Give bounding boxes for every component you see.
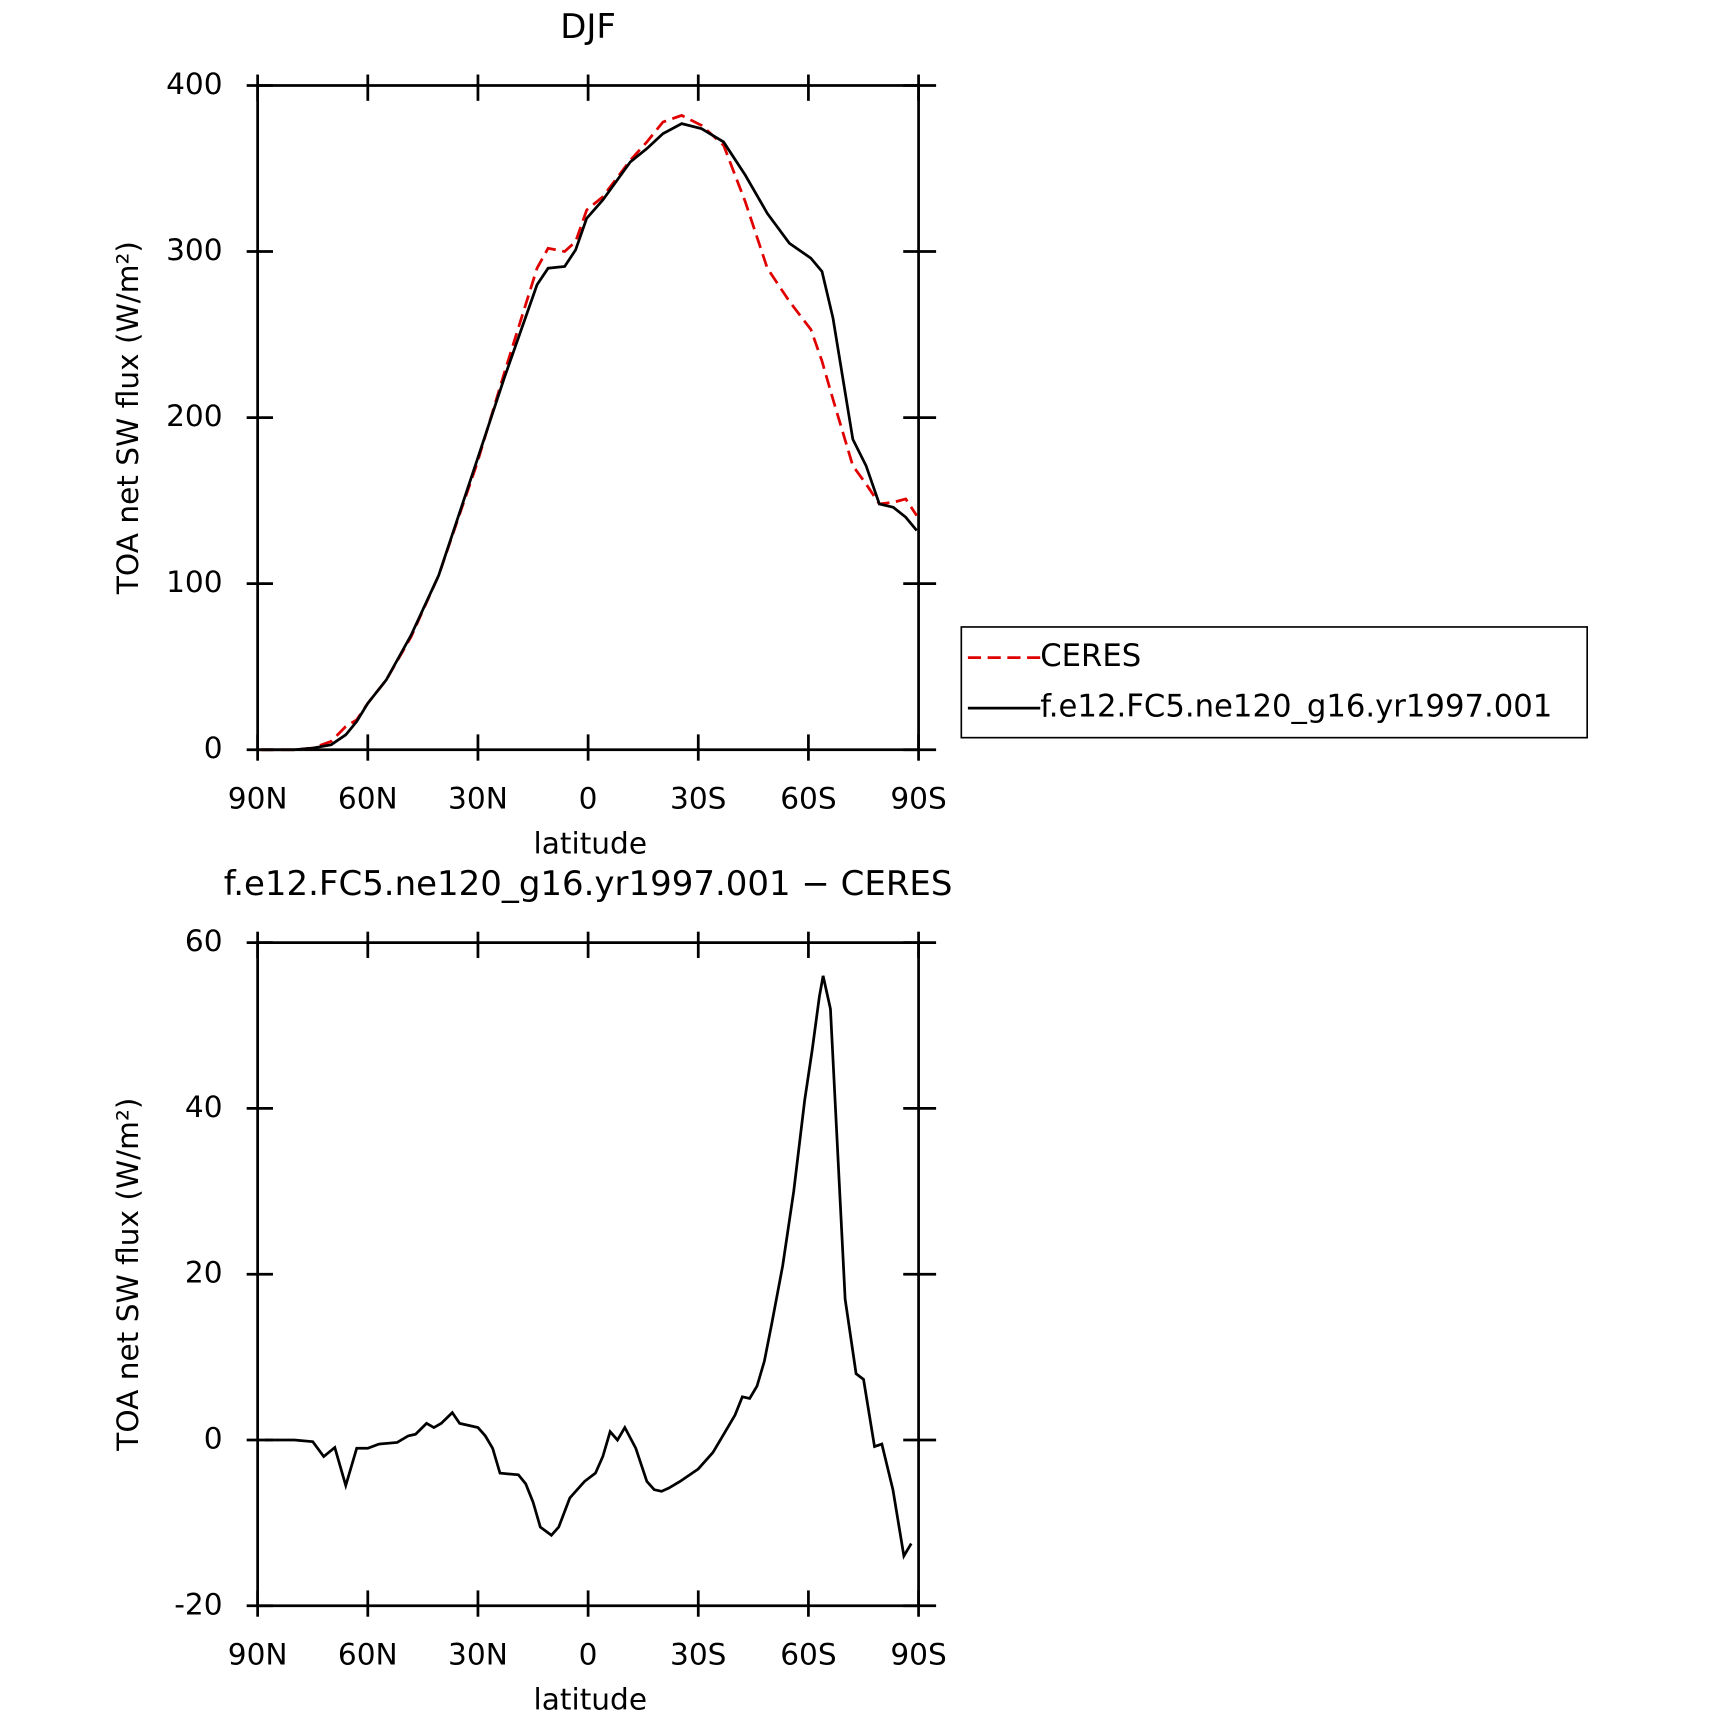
legend-label: CERES [1040,639,1141,674]
x-tick-label: 30N [448,782,508,816]
y-tick-label: 200 [166,399,222,433]
data-line [264,975,913,1560]
y-tick-label: 300 [166,233,222,267]
chart-title: DJF [560,7,616,47]
chart-title: f.e12.FC5.ne120_g16.yr1997.001 − CERES [224,864,953,904]
x-tick-label: 0 [579,1638,598,1672]
y-tick-label: -20 [174,1587,222,1621]
data-line [261,113,918,752]
x-axis-label: latitude [534,827,647,861]
x-tick-label: 90N [228,782,288,816]
y-tick-label: 400 [166,67,222,101]
y-tick-label: 20 [185,1256,223,1290]
x-tick-label: 60S [780,1638,836,1672]
plot-frame [256,84,920,752]
x-tick-label: 60N [338,1638,398,1672]
x-tick-label: 90S [890,1638,946,1672]
y-tick-label: 100 [166,565,222,599]
legend-box [960,626,1589,739]
x-tick-label: 60S [780,782,836,816]
x-axis-label: latitude [534,1683,647,1717]
x-tick-label: 90N [228,1638,288,1672]
x-tick-label: 90S [890,782,946,816]
x-tick-label: 30S [670,782,726,816]
data-line [261,122,918,752]
plot-frame [256,941,920,1608]
y-tick-label: 40 [185,1090,223,1124]
x-tick-label: 30N [448,1638,508,1672]
y-axis-label: TOA net SW flux (W/m²) [111,241,145,595]
y-tick-label: 0 [204,1421,223,1455]
x-tick-label: 30S [670,1638,726,1672]
x-tick-label: 60N [338,782,398,816]
x-tick-label: 0 [579,782,598,816]
y-axis-label: TOA net SW flux (W/m²) [111,1098,145,1452]
y-tick-label: 60 [185,924,223,958]
y-tick-label: 0 [204,731,223,765]
legend-label: f.e12.FC5.ne120_g16.yr1997.001 [1040,690,1552,725]
